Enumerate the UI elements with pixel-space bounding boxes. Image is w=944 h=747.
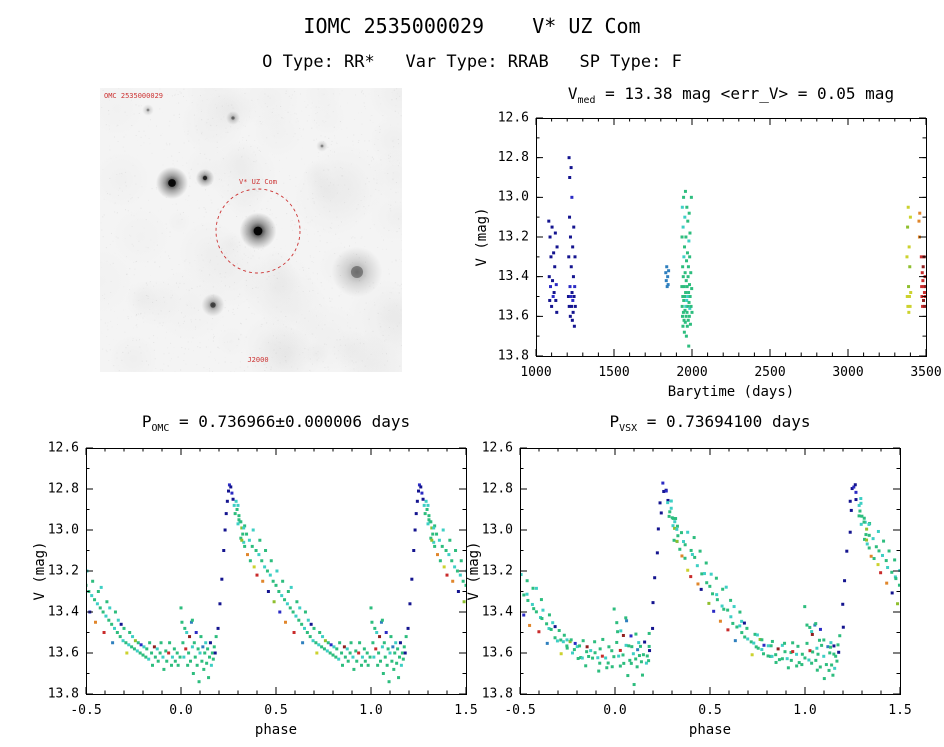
page-title: IOMC 2535000029 V* UZ Com [303, 14, 641, 38]
phase-omc-title: POMC = 0.736966±0.000006 days [141, 412, 411, 435]
lightcurve-title: Vmed = 13.38 mag <err_V> = 0.05 mag [567, 84, 895, 107]
finder-chart-image [100, 88, 402, 372]
phase-vsx-title: PVSX = 0.73694100 days [609, 412, 811, 435]
lightcurve-plot [470, 104, 944, 404]
phase-omc-plot [28, 436, 480, 742]
page-subtitle: O Type: RR* Var Type: RRAB SP Type: F [262, 52, 682, 72]
phase-vsx-plot [462, 436, 914, 742]
